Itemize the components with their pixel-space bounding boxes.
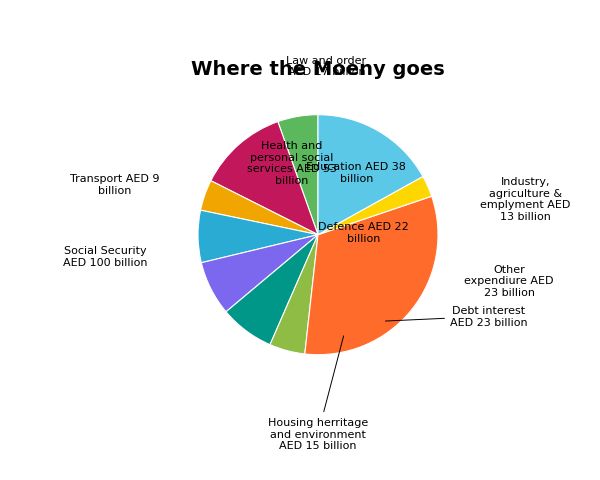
Wedge shape [318,116,423,235]
Text: Defence AED 22
billion: Defence AED 22 billion [318,222,409,243]
Text: Law and order
AED 17 billion: Law and order AED 17 billion [286,56,367,77]
Wedge shape [202,235,318,312]
Wedge shape [270,235,318,354]
Text: Housing herritage
and environment
AED 15 billion: Housing herritage and environment AED 15… [268,336,368,450]
Text: Debt interest
AED 23 billion: Debt interest AED 23 billion [385,306,527,327]
Wedge shape [198,211,318,263]
Wedge shape [226,235,318,345]
Text: Industry,
agriculture &
emplyment AED
13 billion: Industry, agriculture & emplyment AED 13… [480,177,571,222]
Title: Where the Moeny goes: Where the Moeny goes [191,60,445,78]
Text: Transport AED 9
billion: Transport AED 9 billion [70,174,160,196]
Wedge shape [305,197,438,355]
Wedge shape [211,122,318,235]
Wedge shape [318,177,431,235]
Text: Education AED 38
billion: Education AED 38 billion [307,162,406,184]
Text: Social Security
AED 100 billion: Social Security AED 100 billion [63,246,148,267]
Wedge shape [200,181,318,235]
Text: Health and
personal social
services AED 53
billion: Health and personal social services AED … [247,141,337,186]
Text: Other
expendiure AED
23 billion: Other expendiure AED 23 billion [464,264,554,297]
Wedge shape [278,116,318,235]
